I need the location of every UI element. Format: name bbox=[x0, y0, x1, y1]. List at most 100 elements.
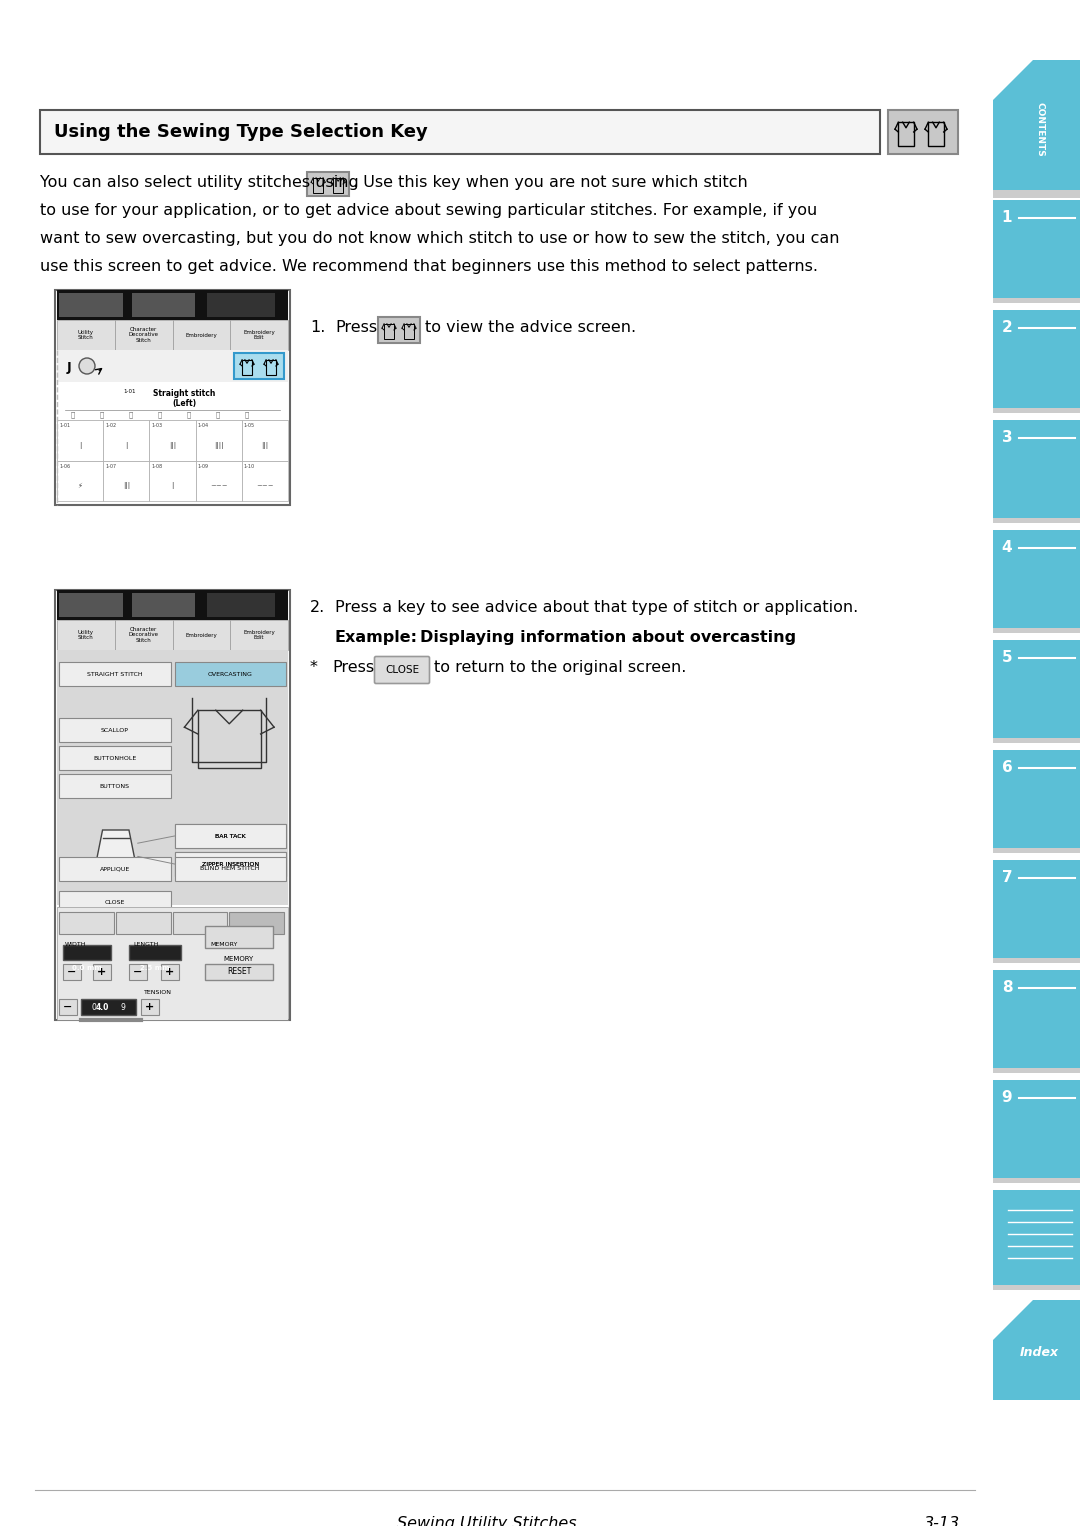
Text: Press a key to see advice about that type of stitch or application.: Press a key to see advice about that typ… bbox=[335, 600, 859, 615]
Text: use this screen to get advice. We recommend that beginners use this method to se: use this screen to get advice. We recomm… bbox=[40, 259, 818, 275]
Text: ⚡: ⚡ bbox=[78, 482, 82, 488]
Text: ꩙: ꩙ bbox=[216, 412, 220, 418]
Bar bbox=[334, 177, 343, 192]
Text: 1-07: 1-07 bbox=[105, 464, 117, 468]
Bar bbox=[993, 739, 1080, 743]
Text: 3-13: 3-13 bbox=[923, 1515, 960, 1526]
Text: Character
Decorative
Stitch: Character Decorative Stitch bbox=[129, 327, 159, 343]
Bar bbox=[206, 293, 274, 317]
Text: 6: 6 bbox=[1001, 760, 1012, 775]
Text: APPLIQUE: APPLIQUE bbox=[99, 867, 130, 871]
Bar bbox=[993, 629, 1080, 633]
Bar bbox=[195, 420, 242, 461]
Text: 0.0 mm: 0.0 mm bbox=[72, 964, 102, 971]
Bar bbox=[63, 964, 81, 980]
Bar bbox=[129, 964, 147, 980]
Text: |||: ||| bbox=[261, 441, 269, 449]
Bar bbox=[59, 719, 171, 742]
Bar bbox=[404, 324, 414, 339]
Text: +: + bbox=[146, 1003, 154, 1012]
Text: 1-08: 1-08 bbox=[151, 464, 162, 468]
Bar bbox=[993, 861, 1080, 958]
Bar bbox=[242, 360, 252, 375]
Text: 5: 5 bbox=[1001, 650, 1012, 665]
Text: ꩙: ꩙ bbox=[245, 412, 249, 418]
Text: *: * bbox=[310, 661, 318, 674]
Bar bbox=[234, 353, 284, 378]
Bar bbox=[242, 420, 288, 461]
Bar bbox=[59, 858, 171, 881]
Bar bbox=[384, 324, 394, 339]
Bar bbox=[313, 177, 323, 192]
Bar bbox=[229, 913, 284, 934]
Bar bbox=[59, 913, 113, 934]
Bar bbox=[57, 906, 288, 1019]
Text: 1: 1 bbox=[1002, 211, 1012, 226]
Bar bbox=[266, 360, 275, 375]
Text: (Left): (Left) bbox=[172, 398, 197, 407]
Text: CONTENTS: CONTENTS bbox=[1036, 102, 1045, 156]
Text: Utility
Stitch: Utility Stitch bbox=[78, 630, 94, 641]
Bar bbox=[175, 662, 286, 687]
Text: Using the Sewing Type Selection Key: Using the Sewing Type Selection Key bbox=[54, 124, 428, 140]
Bar bbox=[149, 420, 195, 461]
Polygon shape bbox=[993, 60, 1032, 101]
Bar bbox=[175, 824, 286, 848]
Bar bbox=[899, 122, 914, 146]
Text: 3: 3 bbox=[1001, 430, 1012, 446]
Bar bbox=[993, 200, 1080, 298]
Text: ꩙: ꩙ bbox=[99, 412, 104, 418]
Text: CLOSE: CLOSE bbox=[105, 900, 125, 905]
Bar bbox=[57, 620, 114, 650]
Bar bbox=[55, 290, 291, 505]
Text: −: − bbox=[133, 967, 143, 977]
Text: Embroidery: Embroidery bbox=[186, 333, 217, 337]
Text: MEMORY: MEMORY bbox=[210, 942, 238, 948]
Text: BLIND HEM STITCH: BLIND HEM STITCH bbox=[201, 867, 260, 871]
Text: You can also select utility stitches using: You can also select utility stitches usi… bbox=[40, 175, 359, 191]
Bar bbox=[993, 1068, 1080, 1073]
Bar bbox=[59, 774, 171, 798]
Text: STRAIGHT STITCH: STRAIGHT STITCH bbox=[86, 671, 143, 676]
Bar bbox=[63, 945, 111, 960]
Bar bbox=[242, 461, 288, 501]
Text: 1-01: 1-01 bbox=[123, 389, 135, 394]
Bar bbox=[205, 926, 273, 948]
Text: Utility
Stitch: Utility Stitch bbox=[78, 330, 94, 340]
Bar bbox=[993, 407, 1080, 414]
Text: want to sew overcasting, but you do not know which stitch to use or how to sew t: want to sew overcasting, but you do not … bbox=[40, 230, 839, 246]
Text: |||: ||| bbox=[123, 482, 130, 490]
Text: 1.: 1. bbox=[310, 320, 325, 336]
Text: BUTTONS: BUTTONS bbox=[99, 783, 130, 789]
Text: −: − bbox=[67, 967, 77, 977]
Text: ~~~: ~~~ bbox=[256, 482, 273, 488]
Bar bbox=[141, 1000, 159, 1015]
Text: Embroidery
Edit: Embroidery Edit bbox=[243, 630, 275, 641]
Text: 1-09: 1-09 bbox=[198, 464, 208, 468]
Text: TENSION: TENSION bbox=[144, 990, 172, 995]
Bar bbox=[993, 848, 1080, 853]
Bar bbox=[57, 420, 288, 501]
Bar bbox=[129, 945, 181, 960]
Bar bbox=[57, 461, 104, 501]
Bar bbox=[230, 620, 288, 650]
Bar bbox=[104, 461, 149, 501]
Text: Sewing Utility Stitches: Sewing Utility Stitches bbox=[397, 1515, 577, 1526]
Text: Embroidery: Embroidery bbox=[186, 632, 217, 638]
Bar bbox=[993, 1190, 1080, 1285]
Text: |||: ||| bbox=[168, 441, 176, 449]
Text: BAR TACK: BAR TACK bbox=[215, 833, 245, 838]
Text: Displaying information about overcasting: Displaying information about overcasting bbox=[420, 630, 796, 645]
Bar bbox=[93, 964, 111, 980]
Text: 4: 4 bbox=[1001, 540, 1012, 555]
Text: 2: 2 bbox=[1001, 320, 1012, 336]
Text: Embroidery
Edit: Embroidery Edit bbox=[243, 330, 275, 340]
Bar bbox=[104, 420, 149, 461]
Bar bbox=[57, 290, 288, 320]
Bar bbox=[378, 317, 420, 343]
Bar bbox=[993, 517, 1080, 523]
Bar bbox=[993, 639, 1080, 739]
Text: SCALLOP: SCALLOP bbox=[100, 728, 129, 732]
Text: LENGTH: LENGTH bbox=[133, 942, 159, 948]
Text: ꩙: ꩙ bbox=[71, 412, 76, 418]
